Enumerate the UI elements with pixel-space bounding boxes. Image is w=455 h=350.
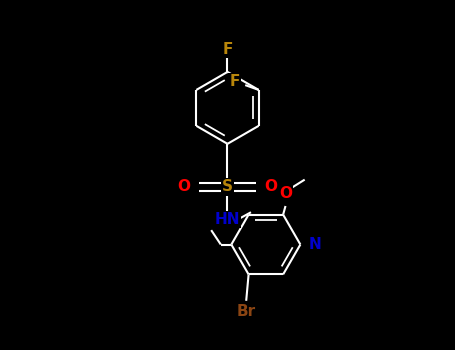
Text: O: O [177, 180, 190, 195]
Text: N: N [308, 237, 321, 252]
Text: Br: Br [237, 304, 256, 319]
Text: S: S [222, 180, 233, 195]
Text: O: O [279, 186, 292, 201]
Text: F: F [222, 42, 233, 57]
Text: F: F [229, 74, 240, 89]
Text: HN: HN [215, 212, 240, 227]
Text: O: O [265, 180, 278, 195]
